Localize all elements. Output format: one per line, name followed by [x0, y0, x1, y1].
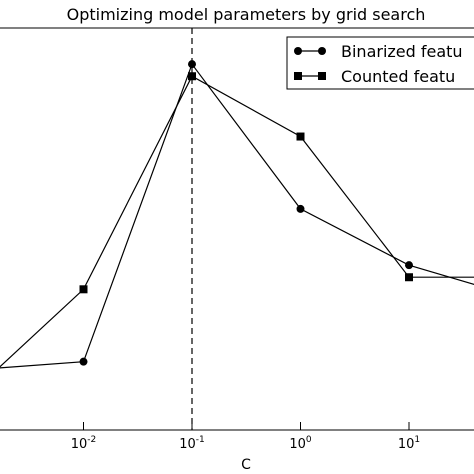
series-1-point-1 — [79, 285, 88, 294]
series-1-point-2 — [188, 72, 196, 81]
series-0-point-2 — [188, 60, 196, 69]
series-layer — [0, 60, 474, 369]
legend-label-binarized: Binarized featu — [341, 42, 463, 61]
series-line-1 — [0, 75, 474, 368]
x-axis-label: C — [241, 457, 251, 473]
x-tick-label-0: 10-2 — [71, 435, 97, 452]
chart-title: Optimizing model parameters by grid sear… — [67, 5, 426, 24]
legend-marker-counted-right — [318, 72, 326, 80]
series-0-point-3 — [296, 204, 305, 213]
legend-label-counted: Counted featu — [341, 67, 455, 86]
x-ticks: 10-2 10-1 100 101 — [71, 422, 420, 452]
series-0-point-4 — [405, 261, 413, 270]
series-1-point-3 — [296, 132, 305, 141]
x-tick-label-2: 100 — [289, 435, 312, 452]
legend: Binarized featu Counted featu — [286, 36, 474, 90]
legend-box — [286, 36, 474, 90]
x-tick-label-1: 10-1 — [179, 435, 205, 452]
legend-marker-binarized-right — [318, 47, 326, 55]
series-1-point-4 — [405, 273, 413, 282]
plot-frame — [0, 27, 474, 431]
series-0-point-1 — [79, 357, 88, 366]
legend-marker-counted-left — [294, 72, 302, 80]
x-tick-label-3: 101 — [398, 435, 420, 452]
series-line-0 — [0, 62, 474, 369]
legend-marker-binarized-left — [294, 47, 302, 55]
